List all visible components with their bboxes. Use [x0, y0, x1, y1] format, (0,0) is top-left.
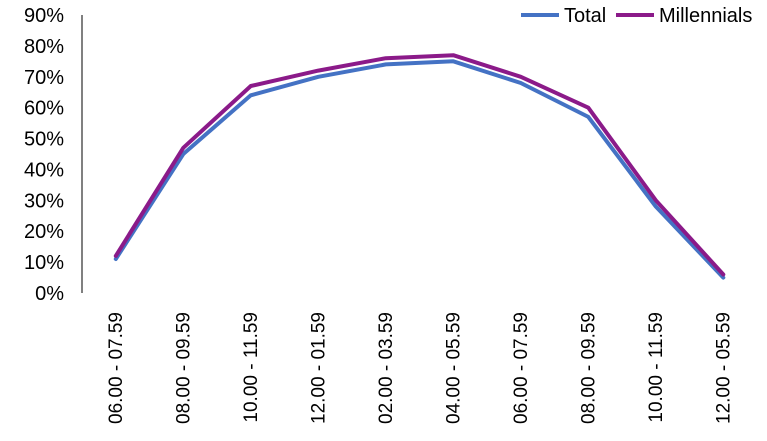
y-tick-label: 80% [24, 36, 64, 58]
data-point-total [655, 206, 657, 207]
series-line-total [113, 59, 726, 280]
data-point-total [182, 153, 184, 155]
data-point-millennials [115, 255, 117, 257]
y-tick-label: 40% [24, 159, 64, 181]
data-point-total [587, 116, 589, 118]
y-tick-label: 60% [24, 98, 64, 120]
data-point-total [250, 94, 252, 96]
y-tick-label: 50% [24, 129, 64, 151]
legend: Total Millennials [521, 5, 752, 27]
y-tick-label: 20% [24, 221, 64, 243]
x-tick-label: 10.00 - 11.59 [241, 312, 262, 423]
data-point-total [385, 63, 387, 65]
y-tick-label: 90% [24, 5, 64, 27]
data-point-total [452, 60, 454, 62]
data-point-total [317, 76, 319, 78]
y-tick-label: 30% [24, 190, 64, 212]
y-tick-label: 70% [24, 67, 64, 89]
x-tick-label: 08.00 - 09.59 [173, 312, 194, 424]
data-point-total [722, 277, 724, 279]
legend-label-millennials: Millennials [659, 5, 752, 27]
legend-label-total: Total [564, 5, 606, 27]
data-point-millennials [317, 70, 319, 72]
data-point-millennials [655, 199, 657, 201]
series-lines [113, 53, 726, 280]
data-point-millennials [587, 107, 589, 109]
data-point-millennials [182, 147, 184, 149]
x-tick-label: 08.00 - 09.59 [578, 312, 599, 424]
x-tick-label: 06.00 - 07.59 [106, 312, 127, 424]
x-tick-label: 04.00 - 05.59 [443, 312, 464, 424]
x-tick-label: 06.00 - 07.59 [511, 312, 532, 424]
data-point-total [115, 258, 117, 260]
y-axis-ticks: 0% 10% 20% 30% 40% 50% 60% 70% 80% 90% [24, 5, 64, 305]
y-tick-label: 10% [24, 252, 64, 274]
x-tick-label: 02.00 - 03.59 [376, 312, 397, 424]
data-point-millennials [520, 76, 522, 78]
series-line-millennials [113, 53, 726, 277]
x-tick-label: 12.00 - 01.59 [308, 312, 329, 424]
y-tick-label: 0% [35, 283, 64, 305]
x-tick-label: 12.00 - 05.59 [713, 312, 734, 424]
data-point-total [520, 82, 522, 84]
data-point-millennials [385, 57, 387, 59]
data-point-millennials [452, 54, 454, 56]
x-tick-label: 10.00 - 11.59 [646, 312, 667, 423]
data-point-millennials [722, 274, 724, 275]
x-axis-ticks: 06.00 - 07.59 08.00 - 09.59 10.00 - 11.59 1… [106, 312, 735, 424]
data-point-millennials [250, 85, 252, 87]
